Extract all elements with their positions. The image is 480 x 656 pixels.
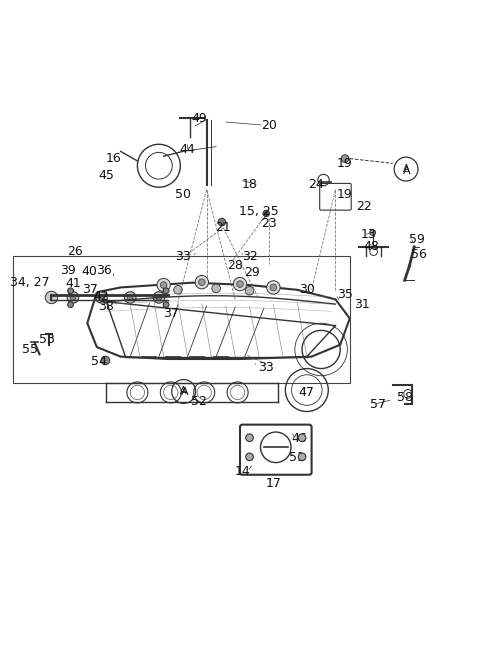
Text: 19: 19 bbox=[337, 157, 353, 170]
Circle shape bbox=[246, 434, 253, 441]
Text: 56: 56 bbox=[411, 247, 427, 260]
Text: 53: 53 bbox=[39, 333, 55, 346]
Text: 23: 23 bbox=[261, 216, 276, 230]
Text: A: A bbox=[403, 164, 409, 174]
Text: 28: 28 bbox=[228, 260, 243, 272]
Text: 35: 35 bbox=[337, 288, 353, 301]
Text: 55: 55 bbox=[22, 343, 38, 356]
Circle shape bbox=[163, 288, 169, 294]
Text: A: A bbox=[181, 388, 189, 398]
Text: 14: 14 bbox=[235, 464, 250, 478]
Circle shape bbox=[101, 356, 110, 365]
Text: 40: 40 bbox=[82, 265, 97, 278]
Text: 34, 27: 34, 27 bbox=[10, 276, 50, 289]
Circle shape bbox=[195, 276, 208, 289]
Circle shape bbox=[68, 288, 73, 294]
Text: 21: 21 bbox=[216, 221, 231, 234]
Text: 50: 50 bbox=[175, 188, 191, 201]
Text: 16: 16 bbox=[106, 152, 121, 165]
Text: A: A bbox=[403, 165, 411, 176]
Text: 41: 41 bbox=[65, 277, 81, 290]
Text: 18: 18 bbox=[241, 178, 257, 192]
Text: 37: 37 bbox=[163, 307, 179, 320]
Circle shape bbox=[153, 292, 165, 303]
Text: 42: 42 bbox=[94, 291, 109, 304]
Circle shape bbox=[157, 278, 170, 292]
Text: 52: 52 bbox=[192, 396, 207, 409]
Text: 19: 19 bbox=[337, 188, 353, 201]
Text: 54: 54 bbox=[91, 355, 107, 368]
Circle shape bbox=[70, 295, 76, 300]
Text: 45: 45 bbox=[98, 169, 114, 182]
Circle shape bbox=[245, 287, 254, 295]
Text: 30: 30 bbox=[299, 283, 315, 297]
Text: 36: 36 bbox=[96, 264, 112, 277]
Circle shape bbox=[246, 453, 253, 461]
Text: A: A bbox=[180, 386, 187, 396]
Circle shape bbox=[212, 284, 220, 293]
Circle shape bbox=[99, 295, 105, 300]
Text: 32: 32 bbox=[241, 250, 257, 263]
Text: 44: 44 bbox=[180, 142, 195, 155]
Text: 31: 31 bbox=[354, 298, 370, 311]
Circle shape bbox=[199, 279, 205, 285]
Circle shape bbox=[233, 277, 247, 291]
Text: 38: 38 bbox=[98, 300, 114, 313]
Circle shape bbox=[237, 281, 243, 287]
Circle shape bbox=[68, 302, 73, 308]
Circle shape bbox=[218, 218, 226, 226]
Text: 48: 48 bbox=[363, 240, 379, 253]
Text: 20: 20 bbox=[261, 119, 276, 132]
Circle shape bbox=[96, 292, 108, 303]
Bar bbox=[13, 256, 350, 383]
Text: 57: 57 bbox=[371, 398, 386, 411]
Circle shape bbox=[298, 453, 306, 461]
Text: 47: 47 bbox=[299, 386, 315, 399]
Circle shape bbox=[341, 155, 349, 163]
Text: 26: 26 bbox=[68, 245, 83, 258]
Text: 46: 46 bbox=[292, 432, 308, 445]
Text: 33: 33 bbox=[258, 361, 274, 374]
Text: 58: 58 bbox=[396, 391, 413, 403]
Text: 24: 24 bbox=[309, 178, 324, 192]
Circle shape bbox=[174, 285, 182, 294]
Circle shape bbox=[67, 292, 79, 303]
Circle shape bbox=[270, 284, 277, 291]
Circle shape bbox=[298, 434, 306, 441]
Text: 49: 49 bbox=[192, 112, 207, 125]
Circle shape bbox=[267, 281, 280, 294]
Text: 39: 39 bbox=[60, 264, 76, 277]
Circle shape bbox=[124, 292, 136, 303]
Circle shape bbox=[127, 295, 133, 300]
Text: 22: 22 bbox=[356, 200, 372, 213]
Circle shape bbox=[45, 291, 58, 304]
Circle shape bbox=[370, 230, 375, 236]
Text: 17: 17 bbox=[265, 477, 281, 489]
Circle shape bbox=[163, 302, 169, 308]
Text: 59: 59 bbox=[408, 234, 424, 246]
Circle shape bbox=[263, 210, 270, 216]
Text: 29: 29 bbox=[244, 266, 260, 279]
Circle shape bbox=[156, 295, 162, 300]
Text: 37: 37 bbox=[82, 283, 97, 297]
Text: 15, 25: 15, 25 bbox=[239, 205, 279, 218]
Text: 13: 13 bbox=[361, 228, 377, 241]
Text: 51: 51 bbox=[289, 451, 305, 464]
Circle shape bbox=[160, 281, 167, 289]
Text: 33: 33 bbox=[175, 250, 191, 263]
